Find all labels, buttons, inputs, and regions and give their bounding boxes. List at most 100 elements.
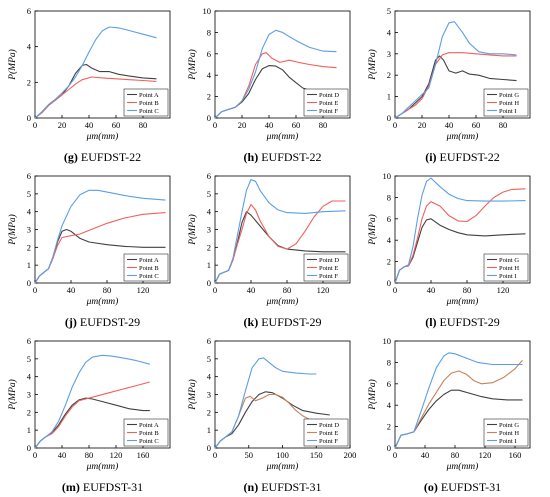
x-tick-label: 50 [245,450,254,460]
x-tick-label: 100 [276,450,289,460]
plot-frame [214,10,351,119]
panel-caption: (h) EUFDST-22 [244,150,322,164]
panel-caption-text: EUFDST-22 [78,150,141,164]
y-tick-label: 3 [27,225,31,235]
y-tick-label: 1 [387,92,391,102]
y-axis-label: P(MPa) [367,214,378,246]
y-tick-label: 10 [383,171,392,181]
series-line-point-c [34,189,166,284]
x-tick-label: 0 [213,450,217,460]
x-tick-label: 80 [85,450,94,460]
y-tick-label: 10 [383,336,392,346]
y-tick-label: 5 [27,189,31,199]
y-tick-label: 8 [387,192,391,202]
panel-caption-letter: (o) [424,480,438,494]
y-tick-label: 8 [207,27,211,37]
x-tick-label: 120 [110,450,123,460]
y-tick-label: 0 [387,113,391,123]
y-axis-label: P(MPa) [187,214,198,246]
panel-caption-text: EUFDST-31 [258,480,321,494]
legend-entry: Point B [139,265,159,272]
x-tick-label: 160 [509,450,522,460]
x-tick-label: 0 [213,285,217,295]
panel-caption-letter: (h) [244,150,259,164]
y-tick-label: 5 [207,189,211,199]
series-line-point-b [34,76,157,119]
y-tick-label: 4 [387,235,392,245]
series-line-point-h [394,188,526,284]
y-tick-label: 2 [207,407,211,417]
legend-entry: Point D [319,422,339,429]
x-axis-label: μm(mm) [446,461,479,472]
y-tick-label: 2 [27,77,31,87]
legend-entry: Point F [319,108,338,115]
series-line-point-f [214,29,337,119]
legend-entry: Point E [319,430,338,437]
legend-entry: Point E [319,265,338,272]
y-tick-label: 6 [207,171,211,181]
y-tick-label: 4 [27,42,32,52]
series-line-point-i [394,21,517,119]
legend-entry: Point H [499,100,519,107]
x-tick-label: 0 [33,450,37,460]
panel-caption-text: EUFDST-31 [438,480,501,494]
y-tick-label: 6 [27,171,31,181]
legend-entry: Point G [499,422,519,429]
x-tick-label: 40 [67,285,76,295]
series-line-point-i [394,177,526,284]
legend-entry: Point B [139,430,159,437]
y-tick-label: 6 [207,49,211,59]
series-line-point-f [214,357,317,449]
panel-caption-text: EUFDST-29 [437,315,500,329]
legend-entry: Point C [139,438,159,445]
y-axis-label: P(MPa) [367,49,378,81]
x-tick-label: 60 [292,120,301,130]
y-tick-label: 2 [207,92,211,102]
y-tick-label: 3 [387,49,391,59]
x-tick-label: 120 [317,285,330,295]
x-axis-label: μm(mm) [266,461,299,472]
legend-entry: Point C [139,273,159,280]
legend-entry: Point G [499,257,519,264]
x-tick-label: 80 [139,120,148,130]
plot-frame [34,10,171,119]
panel-caption: (n) EUFDST-31 [244,480,322,494]
y-tick-label: 3 [207,390,211,400]
x-tick-label: 0 [213,120,217,130]
legend-entry: Point G [499,92,519,99]
y-tick-label: 4 [27,207,32,217]
panel-caption-text: EUFDST-22 [437,150,500,164]
legend-entry: Point D [319,92,339,99]
x-tick-label: 0 [33,285,37,295]
x-tick-label: 200 [344,450,357,460]
x-tick-label: 150 [310,450,323,460]
panel-caption-text: EUFDST-29 [258,315,321,329]
legend-entry: Point E [319,100,338,107]
y-tick-label: 10 [203,6,212,16]
legend-entry: Point H [499,265,519,272]
panel-caption-letter: (i) [425,150,436,164]
legend-entry: Point D [319,257,339,264]
y-tick-label: 1 [207,260,211,270]
y-tick-label: 0 [27,443,31,453]
x-axis-label: μm(mm) [266,296,299,307]
y-tick-label: 0 [27,278,31,288]
y-axis-label: P(MPa) [367,379,378,411]
y-tick-label: 4 [207,70,212,80]
y-tick-label: 6 [27,336,31,346]
x-tick-label: 0 [393,285,397,295]
y-tick-label: 4 [207,207,212,217]
x-axis-label: μm(mm) [446,131,479,142]
series-line-point-g [394,55,517,119]
x-tick-label: 20 [418,120,427,130]
x-axis-label: μm(mm) [446,296,479,307]
